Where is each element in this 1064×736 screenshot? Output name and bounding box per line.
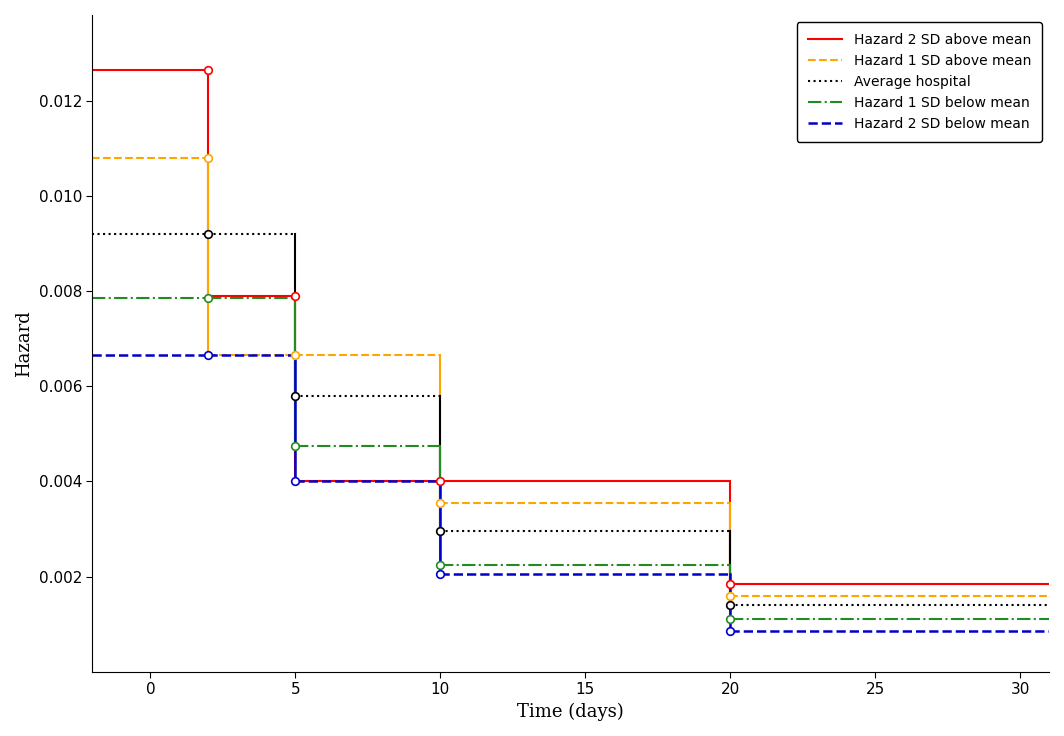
Legend: Hazard 2 SD above mean, Hazard 1 SD above mean, Average hospital, Hazard 1 SD be: Hazard 2 SD above mean, Hazard 1 SD abov…: [797, 22, 1042, 142]
Y-axis label: Hazard: Hazard: [15, 310, 33, 377]
X-axis label: Time (days): Time (days): [517, 703, 625, 721]
